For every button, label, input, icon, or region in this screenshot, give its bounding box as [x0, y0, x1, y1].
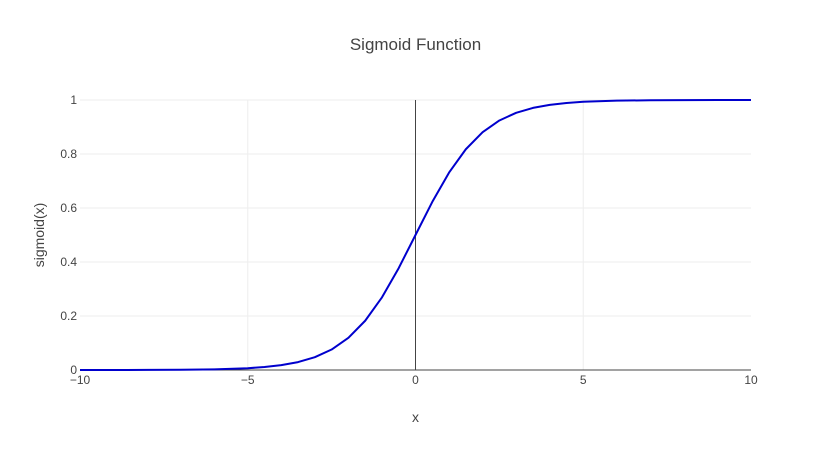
sigmoid-line: [79, 99, 752, 371]
x-tick-label: 5: [580, 373, 587, 387]
y-tick-label: 0.4: [60, 255, 77, 269]
y-axis-title: sigmoid(x): [31, 203, 47, 268]
plot-series: [79, 99, 752, 371]
tick-labels: 0 0.2 0.4 0.6 0.8 1 −10 −5 0 5 10: [60, 93, 758, 387]
y-tick-label: 1: [70, 93, 77, 107]
y-tick-label: 0.6: [60, 201, 77, 215]
x-axis-title: x: [412, 409, 419, 425]
x-tick-label: 10: [744, 373, 758, 387]
x-tick-label: −10: [70, 373, 91, 387]
chart-title: Sigmoid Function: [350, 35, 481, 54]
y-tick-label: 0: [70, 363, 77, 377]
x-tick-label: −5: [241, 373, 255, 387]
x-tick-label: 0: [412, 373, 419, 387]
y-tick-label: 0.8: [60, 147, 77, 161]
y-tick-label: 0.2: [60, 309, 77, 323]
